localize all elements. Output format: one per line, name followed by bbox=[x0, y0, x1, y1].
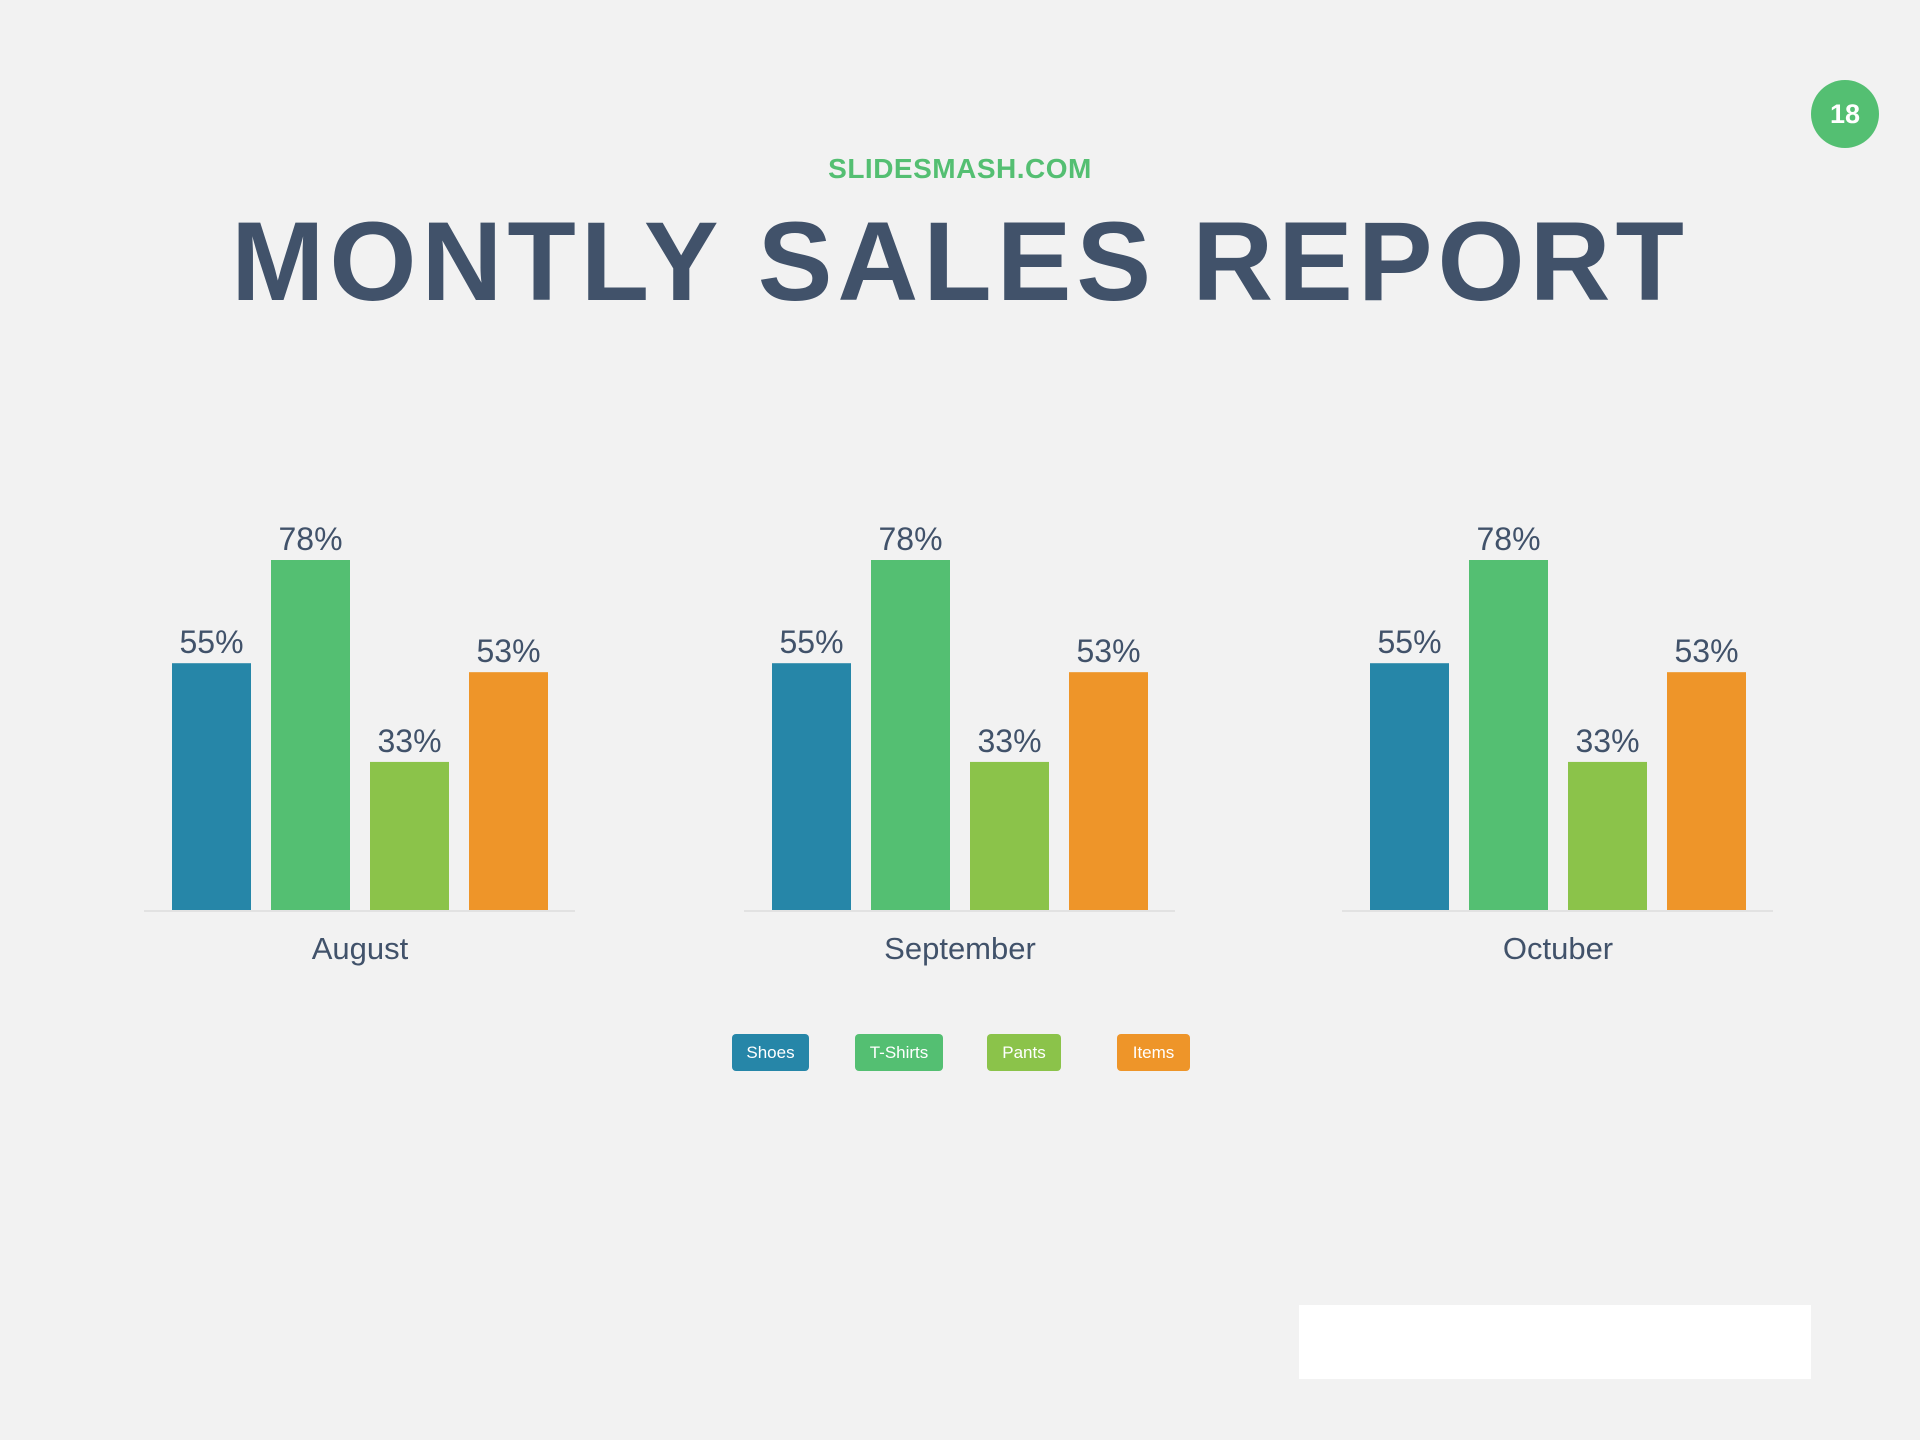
august-bar-shoes bbox=[172, 663, 251, 910]
september-value-label-shoes: 55% bbox=[779, 624, 843, 660]
brand-text: SLIDESMASH.COM bbox=[828, 153, 1092, 184]
august-bar-tshirts bbox=[271, 560, 350, 910]
september-category-label: September bbox=[884, 931, 1036, 966]
octuber-category-label: Octuber bbox=[1503, 931, 1613, 966]
octuber-bar-shoes bbox=[1370, 663, 1449, 910]
september-bar-tshirts bbox=[871, 560, 950, 910]
august-category-label: August bbox=[312, 931, 409, 966]
octuber-bar-tshirts bbox=[1469, 560, 1548, 910]
august-value-label-items: 53% bbox=[476, 633, 540, 669]
august-bar-items bbox=[469, 672, 548, 910]
legend-tshirts: T-Shirts bbox=[855, 1034, 943, 1071]
octuber-value-label-tshirts: 78% bbox=[1476, 521, 1540, 557]
september-bar-items bbox=[1069, 672, 1148, 910]
octuber-bar-items bbox=[1667, 672, 1746, 910]
september-bar-shoes bbox=[772, 663, 851, 910]
octuber-value-label-shoes: 55% bbox=[1377, 624, 1441, 660]
legend-items: Items bbox=[1117, 1034, 1190, 1071]
legend-shoes: Shoes bbox=[732, 1034, 809, 1071]
september-value-label-items: 53% bbox=[1076, 633, 1140, 669]
august-bar-pants bbox=[370, 761, 449, 910]
page-number-badge: 18 bbox=[1811, 80, 1879, 148]
page-title: MONTLY SALES REPORT bbox=[231, 199, 1689, 324]
bar-charts: 55% 78% 33% 53% August 55% 78% 33% 53% September 5… bbox=[144, 521, 1773, 966]
octuber-value-label-pants: 33% bbox=[1575, 723, 1639, 759]
white-placeholder-box bbox=[1299, 1305, 1811, 1379]
september-value-label-pants: 33% bbox=[977, 723, 1041, 759]
september-value-label-tshirts: 78% bbox=[878, 521, 942, 557]
september-bar-pants bbox=[970, 761, 1049, 910]
august-value-label-shoes: 55% bbox=[179, 624, 243, 660]
legend-pants: Pants bbox=[987, 1034, 1061, 1071]
octuber-bar-pants bbox=[1568, 761, 1647, 910]
octuber-value-label-items: 53% bbox=[1674, 633, 1738, 669]
august-value-label-pants: 33% bbox=[377, 723, 441, 759]
august-value-label-tshirts: 78% bbox=[278, 521, 342, 557]
